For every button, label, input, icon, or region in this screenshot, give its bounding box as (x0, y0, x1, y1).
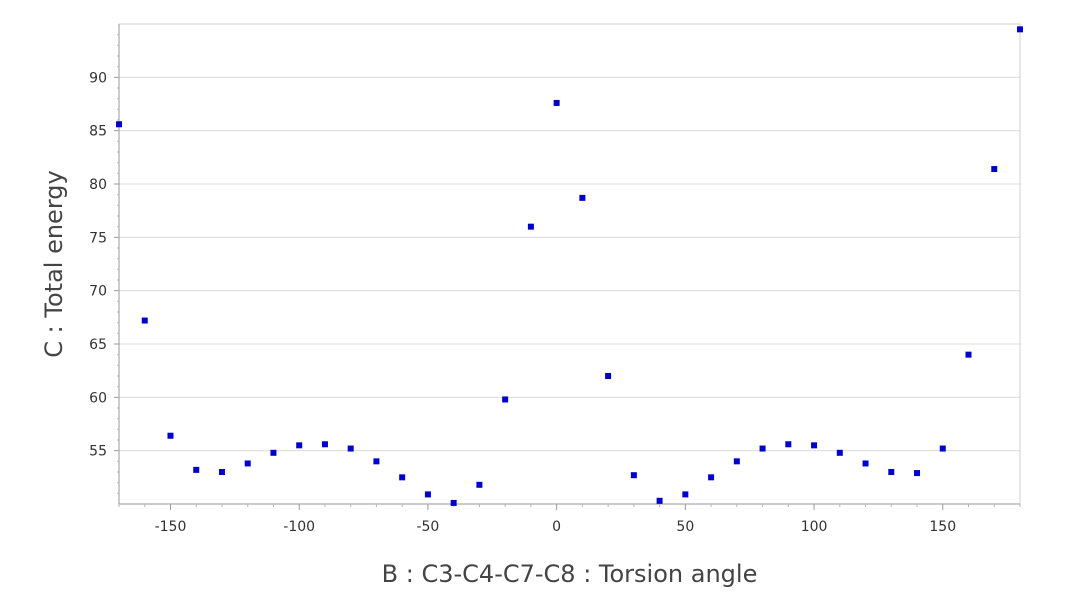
y-tick-label: 60 (89, 390, 107, 406)
x-tick-label: -150 (155, 519, 187, 535)
data-point (914, 470, 921, 477)
data-point (373, 458, 380, 465)
y-tick-label: 65 (89, 337, 107, 353)
y-tick-label: 90 (89, 70, 107, 86)
data-point (965, 351, 972, 358)
data-point (991, 166, 998, 173)
data-point (116, 121, 122, 128)
data-point (888, 469, 895, 475)
y-tick-label: 85 (89, 124, 107, 140)
x-tick-label: 150 (929, 519, 956, 535)
data-point (759, 445, 766, 452)
data-point (733, 458, 740, 465)
y-axis-ticks: 55 60 65 70 75 80 85 90 (89, 34, 119, 494)
y-axis-title: C : Total energy (40, 170, 68, 357)
x-axis-title: B : C3-C4-C7-C8 : Torsion angle (382, 560, 758, 588)
y-tick-label: 55 (89, 444, 107, 460)
data-point (527, 223, 534, 230)
data-point (399, 474, 406, 481)
data-point (450, 499, 457, 506)
data-point (682, 491, 689, 498)
y-tick-label: 70 (89, 284, 107, 300)
data-point (708, 474, 715, 481)
plot-area-frame (118, 23, 1021, 505)
x-tick-label: 0 (552, 519, 561, 535)
data-point (270, 449, 277, 456)
data-point (193, 466, 200, 473)
data-point (218, 469, 225, 475)
data-point (321, 441, 328, 448)
x-tick-label: -50 (416, 519, 439, 535)
data-point (862, 460, 869, 467)
x-tick-label: 50 (676, 519, 694, 535)
data-point (476, 481, 483, 488)
data-point (244, 460, 251, 467)
data-points (116, 26, 1023, 506)
x-tick-label: 100 (801, 519, 828, 535)
data-point (630, 472, 637, 479)
data-point (424, 491, 431, 498)
data-point (553, 99, 560, 106)
gridlines (119, 76, 1020, 452)
data-point (605, 373, 612, 379)
data-point (1017, 26, 1023, 33)
data-point (785, 441, 792, 448)
data-point (502, 396, 509, 403)
data-point (167, 432, 174, 439)
data-point (836, 449, 843, 456)
data-point (656, 497, 663, 504)
data-point (811, 442, 818, 449)
y-tick-label: 75 (89, 230, 107, 246)
x-axis-ticks: -150 -100 -50 0 50 100 150 (118, 504, 1021, 535)
data-point (296, 442, 303, 449)
data-point (347, 445, 354, 452)
data-point (939, 445, 946, 452)
x-tick-label: -100 (283, 519, 315, 535)
data-point (579, 194, 586, 201)
y-tick-label: 80 (89, 177, 107, 193)
data-point (141, 317, 148, 324)
